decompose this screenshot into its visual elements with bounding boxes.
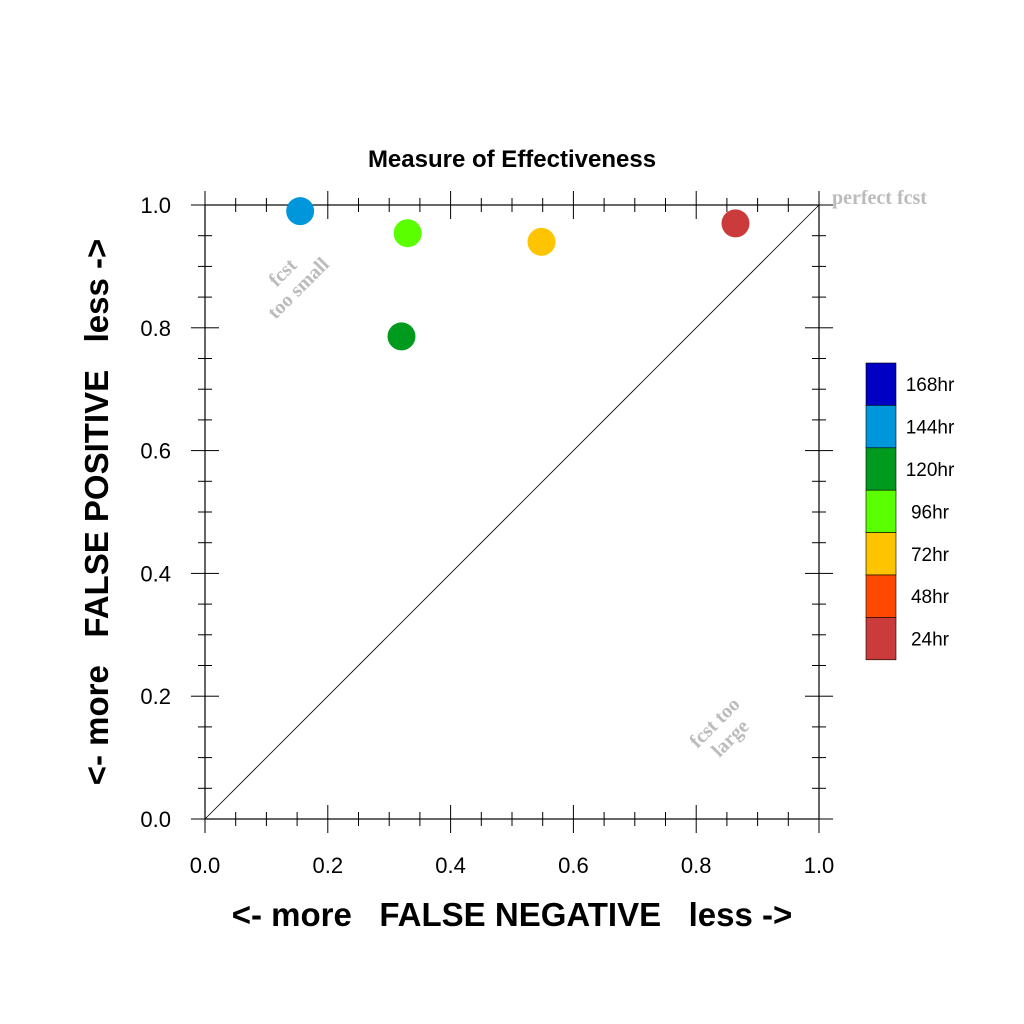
x-tick-label: 0.4 <box>435 853 466 878</box>
y-axis-title: <- more FALSE POSITIVE less -> <box>78 239 115 786</box>
legend: 168hr 144hr 120hr 96hr 72hr 48hr 24hr <box>865 362 955 661</box>
x-tick-label: 0.8 <box>681 853 712 878</box>
y-tick-label: 0.0 <box>140 807 171 832</box>
y-tick-label: 0.4 <box>140 561 171 586</box>
data-points <box>286 197 750 351</box>
point-144hr <box>286 197 315 226</box>
annotation-too-large: fcst too large <box>685 693 753 761</box>
x-tick-label: 0.2 <box>313 853 344 878</box>
x-axis-title: <- more FALSE NEGATIVE less -> <box>232 896 793 933</box>
y-tick-label: 0.6 <box>140 439 171 464</box>
legend-label: 24hr <box>911 630 950 651</box>
x-tick-label: 0.0 <box>190 853 221 878</box>
axis-ticks <box>191 191 833 833</box>
y-tick-label: 0.2 <box>140 684 171 709</box>
x-tick-label: 1.0 <box>804 853 835 878</box>
y-tick-label: 0.8 <box>140 316 171 341</box>
legend-swatch-120hr <box>865 447 897 491</box>
legend-label: 72hr <box>911 545 950 566</box>
diagonal-reference-line <box>204 204 820 820</box>
legend-swatch-72hr <box>865 532 897 576</box>
legend-label: 48hr <box>911 587 950 608</box>
legend-swatch-24hr <box>865 617 897 661</box>
legend-swatch-168hr <box>865 362 897 406</box>
x-tick-label: 0.6 <box>558 853 589 878</box>
point-24hr <box>721 209 750 238</box>
legend-label: 144hr <box>906 418 955 439</box>
legend-label: 120hr <box>906 460 955 481</box>
annotation-too-small-line2: too small <box>263 253 333 323</box>
legend-swatch-96hr <box>865 489 897 533</box>
legend-swatch-144hr <box>865 405 897 449</box>
plot-area: 0.0 0.2 0.4 0.6 0.8 1.0 0.0 0.2 0.4 0.6 0.8 1.0 <box>140 191 834 878</box>
annotation-perfect-fcst: perfect fcst <box>832 187 927 209</box>
point-96hr <box>393 219 422 248</box>
legend-swatch-48hr <box>865 574 897 618</box>
annotation-too-small: fcst too small <box>263 253 333 323</box>
chart-title: Measure of Effectiveness <box>368 146 656 173</box>
axis-tick-labels: 0.0 0.2 0.4 0.6 0.8 1.0 0.0 0.2 0.4 0.6 0.8 1.0 <box>140 193 834 878</box>
legend-label: 168hr <box>906 375 955 396</box>
point-120hr <box>387 322 416 351</box>
y-tick-label: 1.0 <box>140 193 171 218</box>
legend-label: 96hr <box>911 502 950 523</box>
point-72hr <box>527 227 556 256</box>
